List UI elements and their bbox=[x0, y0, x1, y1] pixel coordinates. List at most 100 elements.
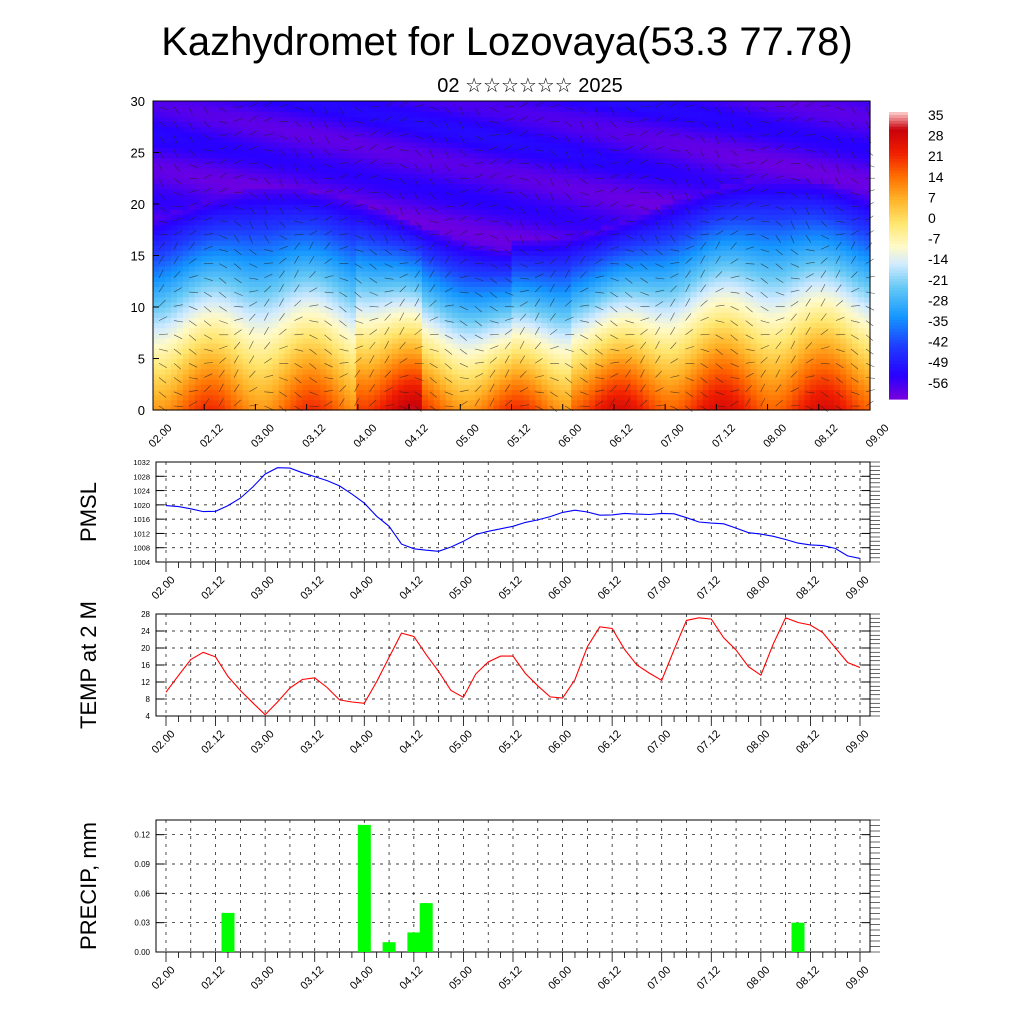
colorbar-segment bbox=[889, 366, 908, 371]
colorbar-segment bbox=[889, 343, 908, 347]
y-tick-label: 30 bbox=[131, 94, 145, 109]
colorbar-segment bbox=[889, 278, 908, 283]
colorbar-segment bbox=[889, 334, 908, 339]
y-tick-label: 20 bbox=[131, 197, 145, 212]
x-tick-label: 08.00 bbox=[744, 728, 772, 756]
series-line bbox=[165, 467, 861, 559]
y-axis-label: PRECIP, mm bbox=[76, 822, 101, 950]
colorbar-segment bbox=[889, 211, 908, 216]
colorbar-segment bbox=[889, 167, 908, 172]
x-tick-label: 07.12 bbox=[695, 728, 723, 756]
precip-bar bbox=[357, 824, 371, 952]
x-tick-label: 02.00 bbox=[150, 728, 178, 756]
colorbar-segment bbox=[889, 249, 908, 254]
colorbar-segment bbox=[889, 264, 908, 268]
x-tick-label: 06.12 bbox=[596, 728, 624, 756]
colorbar-segment bbox=[889, 114, 908, 119]
y-tick-label: 24 bbox=[141, 627, 150, 636]
colorbar-segment bbox=[889, 305, 908, 309]
x-tick-label: 08.12 bbox=[794, 964, 822, 992]
colorbar-segment bbox=[889, 196, 908, 201]
y-tick-label: 5 bbox=[138, 352, 145, 367]
colorbar-segment bbox=[889, 144, 908, 148]
colorbar-segment bbox=[889, 293, 908, 298]
colorbar-segment bbox=[889, 387, 908, 391]
y-tick-label: 0.06 bbox=[134, 889, 150, 898]
colorbar-label: 21 bbox=[928, 148, 944, 164]
colorbar-segment bbox=[889, 129, 908, 134]
x-tick-label: 06.00 bbox=[546, 574, 574, 602]
x-tick-label: 08.12 bbox=[794, 728, 822, 756]
colorbar-segment bbox=[889, 375, 908, 380]
x-tick-label: 04.00 bbox=[348, 728, 376, 756]
x-tick-label: 09.00 bbox=[844, 728, 872, 756]
x-tick-label: 04.00 bbox=[351, 422, 379, 450]
colorbar-segment bbox=[889, 340, 908, 344]
colorbar-segment bbox=[889, 311, 908, 315]
colorbar-label: -7 bbox=[928, 231, 941, 247]
x-tick-label: 09.00 bbox=[844, 964, 872, 992]
colorbar-label: 28 bbox=[928, 128, 944, 144]
y-tick-label: 16 bbox=[141, 661, 150, 670]
y-tick-label: 0.03 bbox=[134, 919, 150, 928]
colorbar-label: 7 bbox=[928, 189, 936, 205]
colorbar-segment bbox=[889, 205, 908, 210]
colorbar-segment bbox=[889, 126, 908, 131]
colorbar-label: -56 bbox=[928, 375, 948, 391]
colorbar-segment bbox=[889, 270, 908, 274]
colorbar-segment bbox=[889, 217, 908, 221]
y-tick-label: 20 bbox=[141, 644, 150, 653]
y-tick-label: 1012 bbox=[133, 529, 150, 538]
colorbar-segment bbox=[889, 325, 908, 330]
x-tick-label: 03.00 bbox=[249, 728, 277, 756]
colorbar-segment bbox=[889, 176, 908, 180]
colorbar-label: 0 bbox=[928, 210, 936, 226]
x-tick-label: 06.12 bbox=[596, 964, 624, 992]
y-tick-label: 0.00 bbox=[134, 948, 150, 957]
x-tick-label: 07.00 bbox=[659, 422, 687, 450]
colorbar-segment bbox=[889, 223, 908, 227]
x-tick-label: 06.12 bbox=[596, 574, 624, 602]
x-tick-label: 05.00 bbox=[447, 964, 475, 992]
precip-bar bbox=[791, 922, 805, 952]
temperature-panel: 4 8 12 16 20 24 28 02.00 02.12 03.00 03.12 04.00 04.… bbox=[76, 601, 880, 756]
colorbar-segment bbox=[889, 185, 908, 189]
y-tick-label: 1016 bbox=[133, 515, 150, 524]
x-tick-label: 02.00 bbox=[150, 964, 178, 992]
colorbar-segment bbox=[889, 360, 908, 365]
temperature-field bbox=[153, 101, 871, 411]
x-tick-label: 09.00 bbox=[844, 574, 872, 602]
y-tick-label: 12 bbox=[141, 678, 150, 687]
x-tick-label: 06.00 bbox=[546, 728, 574, 756]
x-tick-label: 07.12 bbox=[695, 574, 723, 602]
colorbar-segment bbox=[889, 199, 908, 204]
x-tick-label: 07.00 bbox=[645, 574, 673, 602]
y-axis-label: PMSL bbox=[76, 482, 101, 542]
colorbar-segment bbox=[889, 173, 908, 178]
colorbar-segment bbox=[889, 235, 908, 239]
colorbar-segment bbox=[889, 322, 908, 327]
colorbar-label: -28 bbox=[928, 292, 948, 308]
x-tick-label: 03.12 bbox=[300, 422, 328, 450]
colorbar-segment bbox=[889, 240, 908, 245]
x-tick-label: 04.00 bbox=[348, 574, 376, 602]
colorbar-segment bbox=[889, 208, 908, 213]
x-tick-label: 07.12 bbox=[695, 964, 723, 992]
colorbar-segment bbox=[889, 170, 908, 175]
x-tick-label: 07.00 bbox=[645, 964, 673, 992]
colorbar-segment bbox=[889, 112, 908, 116]
colorbar-segment bbox=[889, 158, 908, 163]
precip-bar bbox=[407, 932, 421, 952]
colorbar-segment bbox=[889, 229, 908, 233]
wind-barbs bbox=[158, 101, 876, 413]
y-tick-label: 1024 bbox=[133, 487, 150, 496]
x-tick-label: 06.12 bbox=[608, 422, 636, 450]
colorbar-segment bbox=[889, 258, 908, 262]
chart-subtitle: 02 ☆☆☆☆☆☆ 2025 bbox=[437, 75, 623, 97]
x-tick-label: 08.00 bbox=[744, 964, 772, 992]
series-line bbox=[165, 617, 861, 716]
x-tick-label: 05.12 bbox=[505, 422, 533, 450]
x-tick-label: 08.12 bbox=[812, 422, 840, 450]
y-tick-label: 28 bbox=[141, 610, 150, 619]
colorbar-segment bbox=[889, 261, 908, 265]
